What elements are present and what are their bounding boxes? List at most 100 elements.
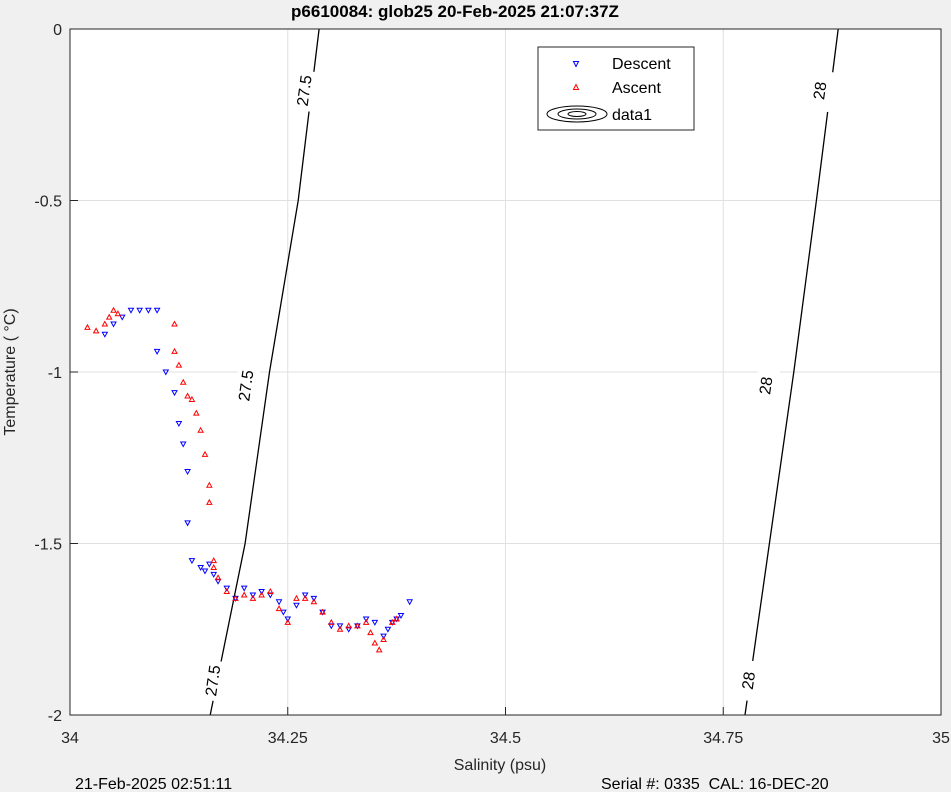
- descent-point: [384, 626, 392, 633]
- descent-point: [380, 633, 387, 640]
- x-tick-label: 34.75: [703, 730, 743, 747]
- contour-label-bg: [233, 364, 261, 408]
- y-tick-label: 0: [53, 22, 62, 39]
- ascent-point: [393, 615, 400, 622]
- descent-point: [188, 558, 196, 565]
- legend-data1-label: data1: [612, 107, 652, 124]
- ascent-point: [310, 598, 318, 605]
- x-tick-label: 34.5: [490, 730, 521, 747]
- descent-point: [280, 609, 287, 616]
- ascent-point: [179, 378, 187, 385]
- series-ascent: [84, 306, 400, 653]
- ascent-point: [232, 594, 239, 601]
- descent-point: [179, 441, 187, 448]
- ascent-point: [223, 587, 231, 595]
- contour-label: 27.5: [236, 369, 257, 402]
- descent-point: [249, 592, 257, 599]
- contour-label: 28: [757, 376, 776, 396]
- ascent-point: [110, 306, 117, 313]
- contour-label: 28: [740, 671, 759, 691]
- contour-label: 27.5: [203, 664, 224, 697]
- descent-point: [118, 314, 126, 321]
- descent-point: [406, 599, 414, 606]
- x-tick-label: 34.25: [268, 730, 308, 747]
- ascent-point: [171, 320, 178, 327]
- contour-label-bg: [291, 69, 319, 113]
- x-tick-label: 34: [61, 730, 79, 747]
- ascent-point: [210, 563, 218, 571]
- descent-point: [201, 568, 209, 575]
- ascent-point: [92, 327, 100, 334]
- descent-point: [162, 369, 170, 376]
- ascent-point: [258, 591, 265, 598]
- x-tick-label: 35: [932, 730, 950, 747]
- legend-ascent-label: Ascent: [612, 80, 661, 97]
- descent-point: [301, 592, 309, 599]
- ascent-point: [192, 409, 200, 416]
- legend-box: [537, 46, 695, 131]
- descent-point: [240, 585, 248, 592]
- ascent-point: [175, 361, 183, 368]
- descent-point: [206, 561, 213, 568]
- descent-point: [210, 571, 218, 578]
- descent-point: [184, 520, 191, 527]
- descent-point: [197, 565, 204, 572]
- descent-point: [101, 331, 109, 338]
- descent-point: [284, 616, 292, 623]
- ascent-point: [266, 587, 274, 595]
- descent-point: [171, 390, 178, 397]
- contour-label-bg: [807, 69, 835, 113]
- descent-point: [145, 307, 152, 314]
- series-descent: [101, 307, 414, 640]
- ascent-point: [388, 618, 396, 625]
- descent-point: [136, 307, 144, 314]
- y-tick-label: -2: [48, 708, 62, 725]
- ascent-point: [101, 320, 109, 327]
- legend[interactable]: Descent Ascent data1: [537, 46, 695, 131]
- ascent-point: [171, 347, 178, 354]
- descent-point: [223, 585, 231, 592]
- ascent-point: [197, 426, 204, 433]
- ascent-point: [249, 594, 257, 601]
- ascent-point: [293, 594, 300, 601]
- descent-point: [362, 616, 370, 623]
- axis-ticks: 34 34.25 34.5 34.75 35 0 -0.5 -1 -1.5 -2: [34, 22, 950, 747]
- contour-line-28: [744, 28, 839, 716]
- y-tick-label: -1: [48, 365, 62, 382]
- contour-label-bg: [735, 659, 764, 703]
- grid-lines: [70, 29, 941, 715]
- y-tick-label: -0.5: [34, 194, 62, 211]
- legend-descent-label: Descent: [612, 56, 671, 73]
- ascent-point: [84, 323, 91, 330]
- ascent-point: [210, 557, 218, 564]
- descent-point: [214, 578, 222, 585]
- descent-point: [258, 589, 265, 596]
- ascent-point: [319, 608, 326, 615]
- density-contours: 27.5 27.5 27.5 28 28 28: [200, 28, 839, 716]
- descent-point: [184, 468, 191, 475]
- footer-serial-cal: Serial #: 0335 CAL: 16-DEC-20: [601, 776, 829, 792]
- descent-point: [327, 623, 335, 630]
- ascent-point: [362, 618, 370, 625]
- contour-label: 28: [811, 81, 830, 101]
- ascent-point: [275, 605, 283, 612]
- ascent-point: [184, 392, 191, 399]
- ascent-point: [206, 481, 213, 488]
- descent-point: [175, 420, 183, 427]
- descent-point: [153, 348, 161, 355]
- contour-label-bg: [200, 659, 228, 703]
- ascent-point: [105, 313, 113, 320]
- descent-point: [275, 599, 283, 606]
- legend-contour-icon: [546, 105, 608, 123]
- y-tick-label: -1.5: [34, 537, 62, 554]
- ascent-point: [354, 622, 361, 629]
- contour-label-bg: [753, 364, 781, 408]
- descent-point: [397, 613, 405, 620]
- ascent-point: [375, 646, 383, 653]
- data-series: [84, 306, 414, 653]
- ascent-point: [114, 310, 122, 317]
- ascent-point: [380, 636, 387, 643]
- ascent-point: [301, 594, 309, 601]
- descent-point: [371, 619, 379, 626]
